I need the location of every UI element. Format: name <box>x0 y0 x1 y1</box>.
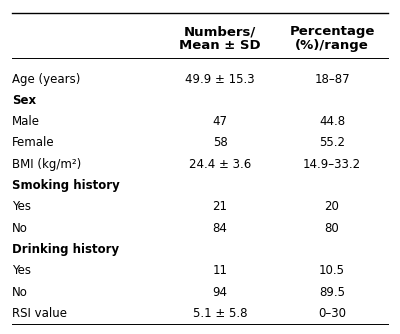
Text: 58: 58 <box>213 137 227 150</box>
Text: 20: 20 <box>324 200 340 213</box>
Text: No: No <box>12 286 28 299</box>
Text: Drinking history: Drinking history <box>12 243 119 256</box>
Text: 55.2: 55.2 <box>319 137 345 150</box>
Text: 10.5: 10.5 <box>319 264 345 277</box>
Text: Yes: Yes <box>12 264 31 277</box>
Text: 21: 21 <box>212 200 228 213</box>
Text: BMI (kg/m²): BMI (kg/m²) <box>12 158 81 171</box>
Text: 14.9–33.2: 14.9–33.2 <box>303 158 361 171</box>
Text: 49.9 ± 15.3: 49.9 ± 15.3 <box>185 72 255 86</box>
Text: Female: Female <box>12 137 55 150</box>
Text: 18–87: 18–87 <box>314 72 350 86</box>
Text: Percentage: Percentage <box>289 25 375 38</box>
Text: Yes: Yes <box>12 200 31 213</box>
Text: Sex: Sex <box>12 94 36 107</box>
Text: No: No <box>12 222 28 235</box>
Text: 24.4 ± 3.6: 24.4 ± 3.6 <box>189 158 251 171</box>
Text: 80: 80 <box>325 222 339 235</box>
Text: 89.5: 89.5 <box>319 286 345 299</box>
Text: Smoking history: Smoking history <box>12 179 120 192</box>
Text: 5.1 ± 5.8: 5.1 ± 5.8 <box>193 307 247 320</box>
Text: 84: 84 <box>212 222 228 235</box>
Text: Male: Male <box>12 115 40 128</box>
Text: 11: 11 <box>212 264 228 277</box>
Text: 0–30: 0–30 <box>318 307 346 320</box>
Text: 44.8: 44.8 <box>319 115 345 128</box>
Text: Mean ± SD: Mean ± SD <box>179 39 261 51</box>
Text: RSI value: RSI value <box>12 307 67 320</box>
Text: (%)/range: (%)/range <box>295 39 369 51</box>
Text: 47: 47 <box>212 115 228 128</box>
Text: Age (years): Age (years) <box>12 72 80 86</box>
Text: 94: 94 <box>212 286 228 299</box>
Text: Numbers/: Numbers/ <box>184 25 256 38</box>
